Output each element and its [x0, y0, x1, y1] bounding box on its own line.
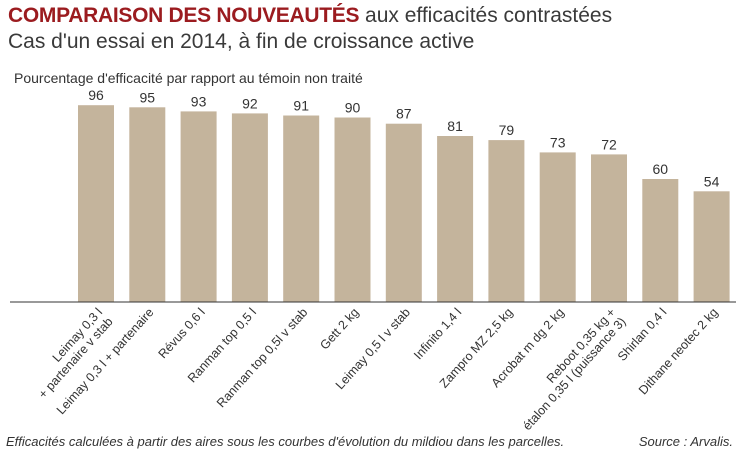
bars-group: 96 95 93 92 91 90 87 81 79 73 72 60 54 [78, 87, 730, 303]
data-label-5: 91 [293, 98, 309, 114]
x-tick-label-line: Révus 0,6 l [156, 305, 208, 361]
bar-4 [231, 113, 268, 303]
x-tick-label-line: Shirlan 0,4 l [615, 305, 670, 363]
bar-12 [642, 179, 679, 302]
y-axis-label: Pourcentage d'efficacité par rapport au … [14, 70, 363, 86]
bar-11 [591, 154, 627, 302]
bar-1 [78, 105, 114, 302]
data-label-11: 72 [601, 136, 617, 152]
data-label-9: 79 [499, 122, 515, 138]
chart-title-strong: COMPARAISON DES NOUVEAUTÉS [8, 4, 360, 27]
data-label-12: 60 [653, 161, 669, 177]
bar-13 [693, 191, 730, 302]
bar-8 [437, 136, 474, 302]
data-label-7: 87 [396, 106, 412, 122]
data-label-1: 96 [88, 87, 104, 103]
x-tick-label-6: Gett 2 kg [317, 305, 361, 352]
bar-5 [283, 115, 320, 302]
x-tick-label-11: Reboot 0,35 kg +étalon 0,35 l (puissance… [520, 305, 629, 433]
x-tick-label-3: Révus 0,6 l [156, 305, 208, 361]
data-label-4: 92 [242, 95, 258, 111]
bar-6 [334, 117, 371, 302]
bar-9 [488, 140, 525, 302]
footnote: Efficacités calculées à partir des aires… [6, 434, 565, 449]
x-tick-label-line: Ranman top 0,5l v stab [214, 305, 310, 410]
source-note: Source : Arvalis. [638, 434, 733, 449]
x-tick-label-line: Infinito 1,4 l [411, 305, 464, 362]
data-label-13: 54 [704, 173, 720, 189]
x-tick-label-5: Ranman top 0,5l v stab [214, 305, 310, 410]
data-label-10: 73 [550, 134, 566, 150]
data-label-3: 93 [191, 93, 207, 109]
bar-2 [129, 107, 166, 302]
x-tick-label-8: Infinito 1,4 l [411, 305, 464, 362]
chart-title-rest: aux efficacités contrastées [359, 4, 613, 27]
bar-3 [180, 111, 217, 303]
bar-10 [539, 152, 576, 302]
data-label-6: 90 [345, 100, 361, 116]
x-tick-label-line: Gett 2 kg [317, 305, 361, 352]
data-label-8: 81 [447, 118, 463, 134]
chart-subtitle: Cas d'un essai en 2014, à fin de croissa… [8, 30, 475, 53]
data-label-2: 95 [140, 89, 156, 105]
bar-7 [385, 123, 422, 302]
chart-title: COMPARAISON DES NOUVEAUTÉS aux efficacit… [8, 3, 612, 28]
x-tick-label-12: Shirlan 0,4 l [615, 305, 670, 363]
